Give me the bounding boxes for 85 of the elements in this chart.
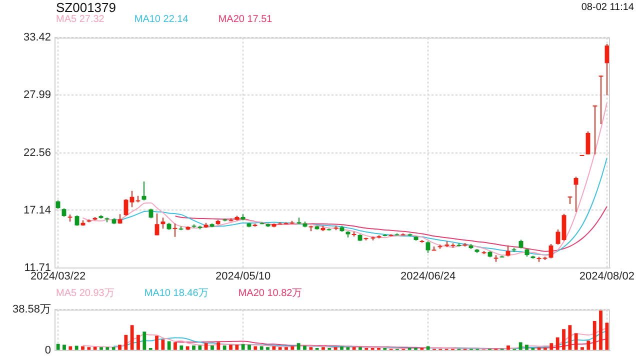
text: MA10 18.46万 <box>144 287 208 299</box>
text: MA5 20.93万 <box>56 287 114 299</box>
bar <box>272 346 276 350</box>
bar <box>118 344 122 350</box>
bar <box>568 325 572 350</box>
bar <box>322 347 325 350</box>
text: MA5 27.32 <box>56 14 104 27</box>
bar <box>174 342 177 350</box>
bar <box>106 347 110 350</box>
bar <box>506 346 510 350</box>
x-tick-label: 2024/05/10 <box>216 270 271 282</box>
bar <box>186 346 190 350</box>
line-series <box>174 338 608 350</box>
bar <box>155 336 158 350</box>
bar <box>167 341 171 350</box>
bar <box>130 325 134 350</box>
x-tick-label: 2024/06/24 <box>400 270 456 282</box>
bar <box>93 346 97 350</box>
bar <box>204 343 208 350</box>
bar <box>124 334 128 350</box>
bar <box>112 347 116 350</box>
y-tick-label: 27.99 <box>23 89 51 102</box>
bar <box>266 347 270 350</box>
line-series <box>113 158 608 256</box>
bar <box>56 344 60 350</box>
x-tick-label: 2024/03/22 <box>30 270 86 282</box>
line-series <box>82 328 608 350</box>
bar <box>544 347 547 350</box>
y-tick-label: 38.58万 <box>12 304 51 316</box>
bar <box>605 322 609 350</box>
bar <box>62 344 66 350</box>
y-tick-label: 17.14 <box>23 204 51 216</box>
bar <box>358 347 362 350</box>
chart-title: SZ001379 <box>56 0 116 15</box>
bar <box>309 347 313 350</box>
bar <box>574 333 578 350</box>
text: 08-02 11:14 <box>581 2 634 13</box>
bar <box>248 344 251 350</box>
bar <box>284 347 288 350</box>
bar <box>222 346 226 350</box>
bar <box>254 346 258 350</box>
bar <box>210 346 214 350</box>
bar <box>296 343 300 350</box>
y-tick-label: 0 <box>44 344 51 356</box>
bar <box>81 346 84 350</box>
bar <box>68 346 72 350</box>
bar <box>426 346 430 350</box>
y-tick-label: 22.56 <box>23 146 51 159</box>
line-series <box>174 206 608 252</box>
bar <box>346 347 350 350</box>
bar <box>580 347 584 350</box>
bar <box>334 347 338 350</box>
bar <box>592 321 596 350</box>
bar <box>198 346 202 350</box>
bar <box>537 347 541 350</box>
bar <box>290 346 294 350</box>
bar <box>74 346 78 350</box>
bar <box>599 310 602 350</box>
bar <box>586 340 590 350</box>
bar <box>216 342 220 350</box>
bar <box>525 344 528 350</box>
text: MA20 17.51 <box>218 14 272 27</box>
bar <box>180 346 184 350</box>
bar <box>562 329 566 350</box>
bar <box>229 344 232 350</box>
y-tick-label: 33.42 <box>23 32 51 44</box>
bar <box>556 337 560 350</box>
bar <box>260 346 264 350</box>
bar <box>161 340 165 350</box>
bar <box>278 347 282 350</box>
text: MA20 10.82万 <box>238 287 302 299</box>
bar <box>100 347 103 350</box>
bar <box>303 346 306 350</box>
text: MA10 22.14 <box>134 14 188 27</box>
bar <box>518 342 522 350</box>
bar <box>142 332 146 350</box>
bar <box>550 343 554 350</box>
x-tick-label: 2024/08/02 <box>579 270 634 282</box>
bar <box>241 344 245 350</box>
bar <box>235 344 239 350</box>
bar <box>87 347 91 350</box>
bar <box>192 346 196 350</box>
bar <box>136 334 140 350</box>
bar <box>340 346 344 350</box>
bar <box>352 347 356 350</box>
